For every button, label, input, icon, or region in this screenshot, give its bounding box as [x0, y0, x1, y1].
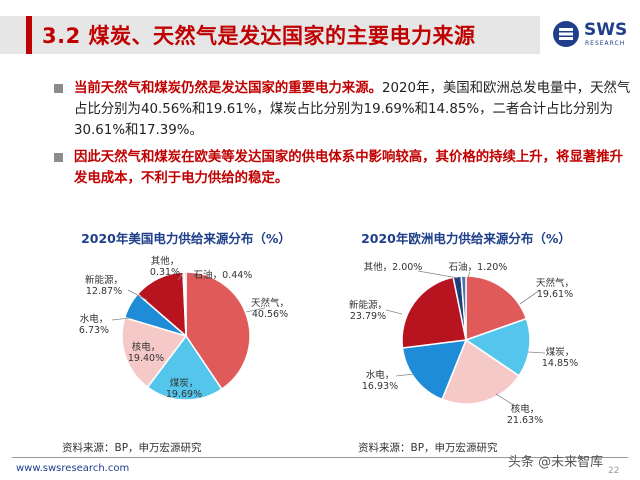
pie-slice-coal: [464, 317, 531, 377]
slice-label-oil: 石油，0.44%: [194, 269, 253, 281]
pie-slice-oil: [460, 275, 467, 341]
leader-line: [417, 270, 459, 279]
footer-divider: [12, 457, 628, 458]
slice-label-coal: 煤炭， 19.69%: [166, 377, 202, 400]
leader-line: [188, 274, 201, 277]
square-bullet-icon: [54, 84, 63, 93]
chart-title: 2020年欧洲电力供给来源分布（%）: [361, 231, 571, 246]
sws-logo: SWS RESEARCH: [552, 18, 632, 52]
slice-label-gas: 天然气， 19.61%: [536, 277, 574, 300]
pie-slice-coal: [146, 334, 223, 401]
pie-slice-oil: [183, 271, 187, 337]
page-title: 3.2 煤炭、天然气是发达国家的主要电力来源: [42, 24, 476, 48]
leader-line: [385, 309, 403, 315]
slice-label-gas: 天然气， 40.56%: [251, 297, 289, 320]
square-bullet-icon: [54, 153, 63, 162]
slice-label-hydro: 水电， 6.73%: [79, 313, 109, 336]
page-number: 22: [608, 466, 620, 476]
leader-line: [519, 289, 541, 305]
slice-label-nuclear: 核电， 19.40%: [128, 341, 164, 364]
leader-line: [111, 317, 131, 321]
slice-label-hydro: 水电， 16.93%: [362, 369, 398, 392]
bullet-item: 因此天然气和煤炭在欧美等发达国家的供电体系中影响较高，其价格的持续上升，将显著推…: [54, 147, 634, 189]
slice-label-coal: 煤炭， 14.85%: [542, 346, 578, 369]
slide-header: 3.2 煤炭、天然气是发达国家的主要电力来源 SWS RESEARCH: [0, 0, 640, 70]
pie-slice-nuclear: [121, 316, 188, 389]
pie-slice-nuclear: [441, 338, 521, 405]
bullet-list: 当前天然气和煤炭仍然是发达国家的重要电力来源。2020年，美国和欧洲总发电量中，…: [54, 78, 634, 195]
leader-line: [245, 307, 266, 313]
watermark: 头条 @未来智库: [508, 455, 604, 470]
leader-line: [527, 351, 546, 354]
leader-line: [177, 272, 184, 281]
chart-title: 2020年美国电力供给来源分布（%）: [81, 231, 291, 246]
logo-subtext: RESEARCH: [585, 40, 626, 47]
pie-slice-gas: [185, 271, 251, 391]
title-accent: [26, 16, 32, 54]
bullet-item: 当前天然气和煤炭仍然是发达国家的重要电力来源。2020年，美国和欧洲总发电量中，…: [54, 78, 634, 141]
leader-line: [467, 271, 471, 278]
pie-slice-renewable: [401, 276, 467, 349]
slice-label-renewable: 新能源， 23.79%: [349, 299, 387, 322]
bullet-emphasis: 因此天然气和煤炭在欧美等发达国家的供电体系中影响较高，其价格的持续上升，将显著推…: [74, 150, 624, 186]
sws-logo-icon: [553, 21, 579, 47]
leader-line: [495, 393, 516, 407]
logo-text: SWS: [584, 20, 628, 40]
slice-label-other: 其他， 0.31%: [150, 255, 180, 278]
slice-label-oil: 石油，1.20%: [449, 261, 508, 273]
bullet-emphasis: 当前天然气和煤炭仍然是发达国家的重要电力来源。: [74, 81, 382, 96]
title-bar: [0, 16, 540, 54]
leader-line: [127, 289, 148, 301]
slice-label-renewable: 新能源， 12.87%: [85, 274, 123, 297]
chart-source-eu: 资料来源：BP，申万宏源研究: [358, 442, 498, 454]
pie-slice-hydro: [401, 339, 468, 401]
slice-label-other: 其他，2.00%: [364, 261, 423, 273]
chart-source-us: 资料来源：BP，申万宏源研究: [62, 442, 202, 454]
slice-label-nuclear: 核电， 21.63%: [507, 403, 543, 426]
leader-line: [395, 373, 415, 377]
bullet-text: 2020年，美国和欧洲总发电量中，天然气占比分别为40.56%和19.61%，煤…: [74, 81, 631, 138]
footer-url: www.swsresearch.com: [16, 463, 130, 474]
